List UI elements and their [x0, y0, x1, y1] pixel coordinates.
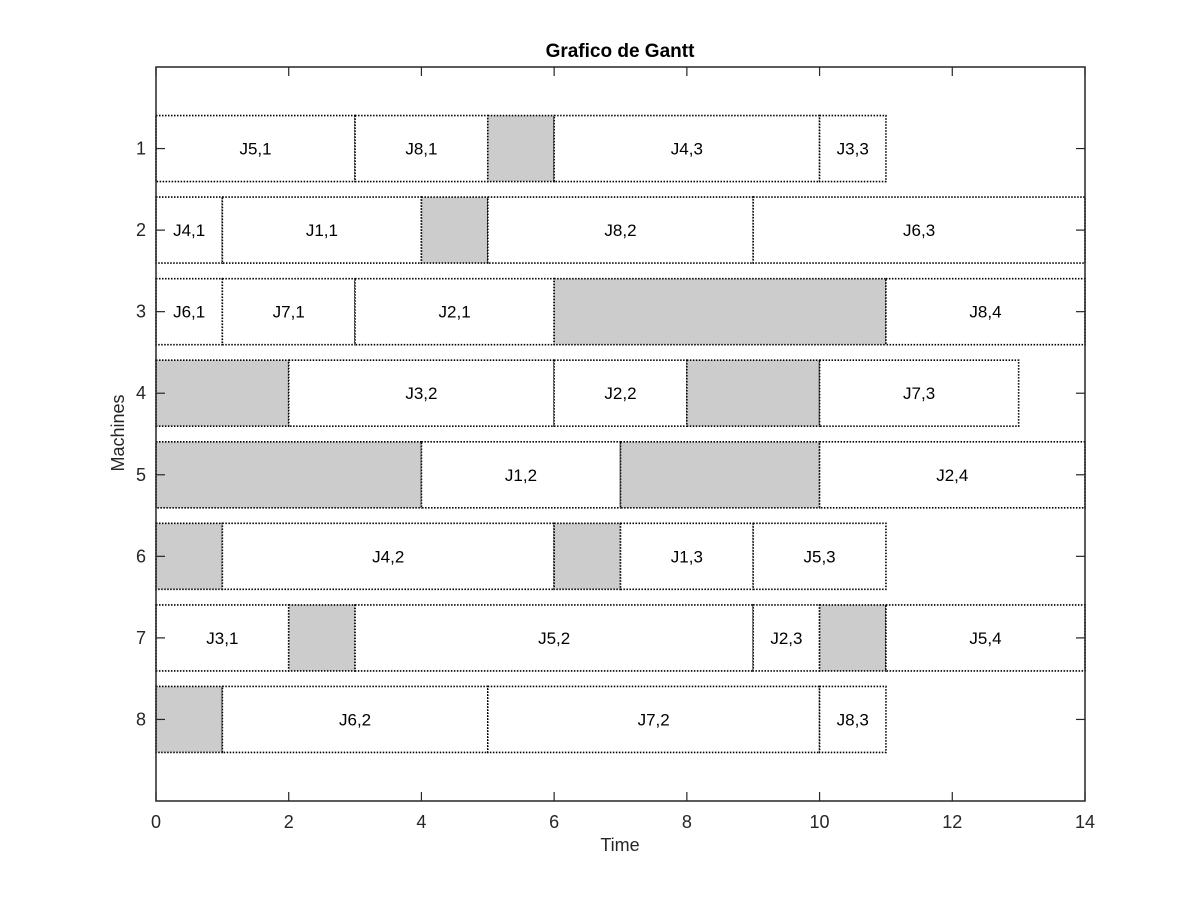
- x-axis-label: Time: [600, 835, 639, 855]
- job-block: [221, 196, 423, 264]
- job-block: [221, 277, 356, 346]
- job-block: [818, 114, 887, 183]
- job-block-label: J6,2: [339, 710, 371, 729]
- job-block: [155, 196, 224, 264]
- job-block-label: J4,1: [173, 221, 205, 240]
- y-tick-label: 8: [136, 709, 146, 729]
- x-tick-label: 0: [151, 812, 161, 832]
- job-block: [354, 277, 555, 346]
- y-tick-label: 4: [136, 383, 146, 403]
- idle-block: [486, 114, 555, 183]
- job-block-label: J5,2: [538, 629, 570, 648]
- job-block-label: J4,2: [372, 547, 404, 566]
- job-block-label: J8,4: [969, 303, 1001, 322]
- idle-block: [619, 440, 821, 509]
- x-tick-label: 14: [1075, 812, 1095, 832]
- job-block-label: J2,2: [604, 384, 636, 403]
- y-tick-label: 6: [136, 546, 146, 566]
- job-block-label: J8,1: [405, 140, 437, 159]
- x-tick-label: 4: [416, 812, 426, 832]
- job-block-label: J5,1: [239, 140, 271, 159]
- job-block: [486, 196, 755, 264]
- x-tick-label: 8: [682, 812, 692, 832]
- job-block-label: J4,3: [671, 140, 703, 159]
- job-block-label: J1,3: [671, 547, 703, 566]
- job-block-label: J1,1: [306, 221, 338, 240]
- job-block-label: J7,2: [638, 710, 670, 729]
- idle-block: [155, 440, 423, 509]
- job-block: [354, 604, 755, 672]
- job-block: [752, 522, 887, 591]
- job-block-label: J3,2: [405, 384, 437, 403]
- job-block-label: J6,3: [903, 221, 935, 240]
- x-tick-label: 10: [810, 812, 830, 832]
- idle-block: [420, 196, 489, 264]
- y-axis-label: Machines: [108, 394, 128, 471]
- job-block: [752, 196, 1086, 264]
- y-tick-label: 1: [136, 139, 146, 159]
- y-tick-label: 5: [136, 465, 146, 485]
- job-block-label: J7,3: [903, 384, 935, 403]
- x-tick-label: 6: [549, 812, 559, 832]
- job-block: [752, 604, 821, 672]
- idle-block: [287, 604, 356, 672]
- job-block: [885, 604, 1086, 672]
- job-block: [818, 685, 887, 754]
- x-tick-label: 12: [942, 812, 962, 832]
- job-block-label: J6,1: [173, 303, 205, 322]
- job-block: [553, 359, 688, 428]
- job-block-label: J2,4: [936, 466, 968, 485]
- y-tick-label: 3: [136, 302, 146, 322]
- job-block-label: J5,4: [969, 629, 1001, 648]
- idle-block: [155, 685, 224, 754]
- y-tick-label: 2: [136, 220, 146, 240]
- idle-block: [818, 604, 887, 672]
- job-block: [221, 522, 555, 591]
- job-block-label: J5,3: [804, 547, 836, 566]
- job-block-label: J2,3: [770, 629, 802, 648]
- job-block-label: J2,1: [439, 303, 471, 322]
- job-block: [818, 359, 1020, 428]
- bars-layer: J5,1 J8,1 J4,3 J3,3 J4,1 J1,1 J8,2 J6,3 J6,1 J7,1…: [155, 114, 1086, 754]
- idle-block: [155, 359, 290, 428]
- job-block-label: J8,3: [837, 710, 869, 729]
- x-tick-label: 2: [284, 812, 294, 832]
- idle-block: [686, 359, 821, 428]
- job-block-label: J3,1: [206, 629, 238, 648]
- job-block: [486, 685, 821, 754]
- idle-block: [553, 522, 622, 591]
- job-block: [619, 522, 755, 591]
- job-block: [354, 114, 489, 183]
- job-block-label: J3,3: [837, 140, 869, 159]
- idle-block: [553, 277, 887, 346]
- job-block: [818, 440, 1086, 509]
- job-block: [155, 604, 290, 672]
- job-block: [420, 440, 622, 509]
- plot-frame: [155, 66, 1086, 802]
- job-block-label: J1,2: [505, 466, 537, 485]
- y-tick-label: 7: [136, 628, 146, 648]
- chart-title: Grafico de Gantt: [546, 41, 696, 62]
- idle-block: [155, 522, 224, 591]
- job-block-label: J8,2: [604, 221, 636, 240]
- job-block-label: J7,1: [273, 303, 305, 322]
